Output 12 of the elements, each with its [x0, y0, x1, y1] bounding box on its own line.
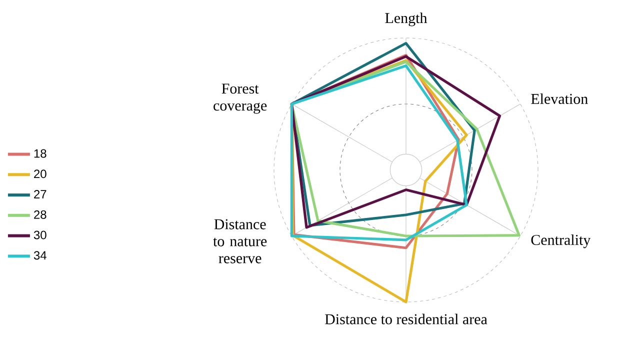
spoke-label: Length	[385, 12, 428, 26]
legend-label: 34	[34, 251, 46, 260]
spoke-label: Distance to residential area	[325, 314, 488, 324]
legend-label: 30	[34, 230, 46, 240]
legend-label: 20	[34, 170, 46, 178]
legend-label: 27	[34, 190, 46, 198]
spoke-label: Centrality	[531, 234, 591, 248]
spoke-label: Distance to nature reserve	[213, 219, 267, 264]
spoke-label: Elevation	[531, 93, 588, 104]
legend-label: 28	[34, 210, 46, 219]
legend-label: 18	[34, 149, 46, 158]
spoke-label: Forest coverage	[214, 84, 267, 114]
